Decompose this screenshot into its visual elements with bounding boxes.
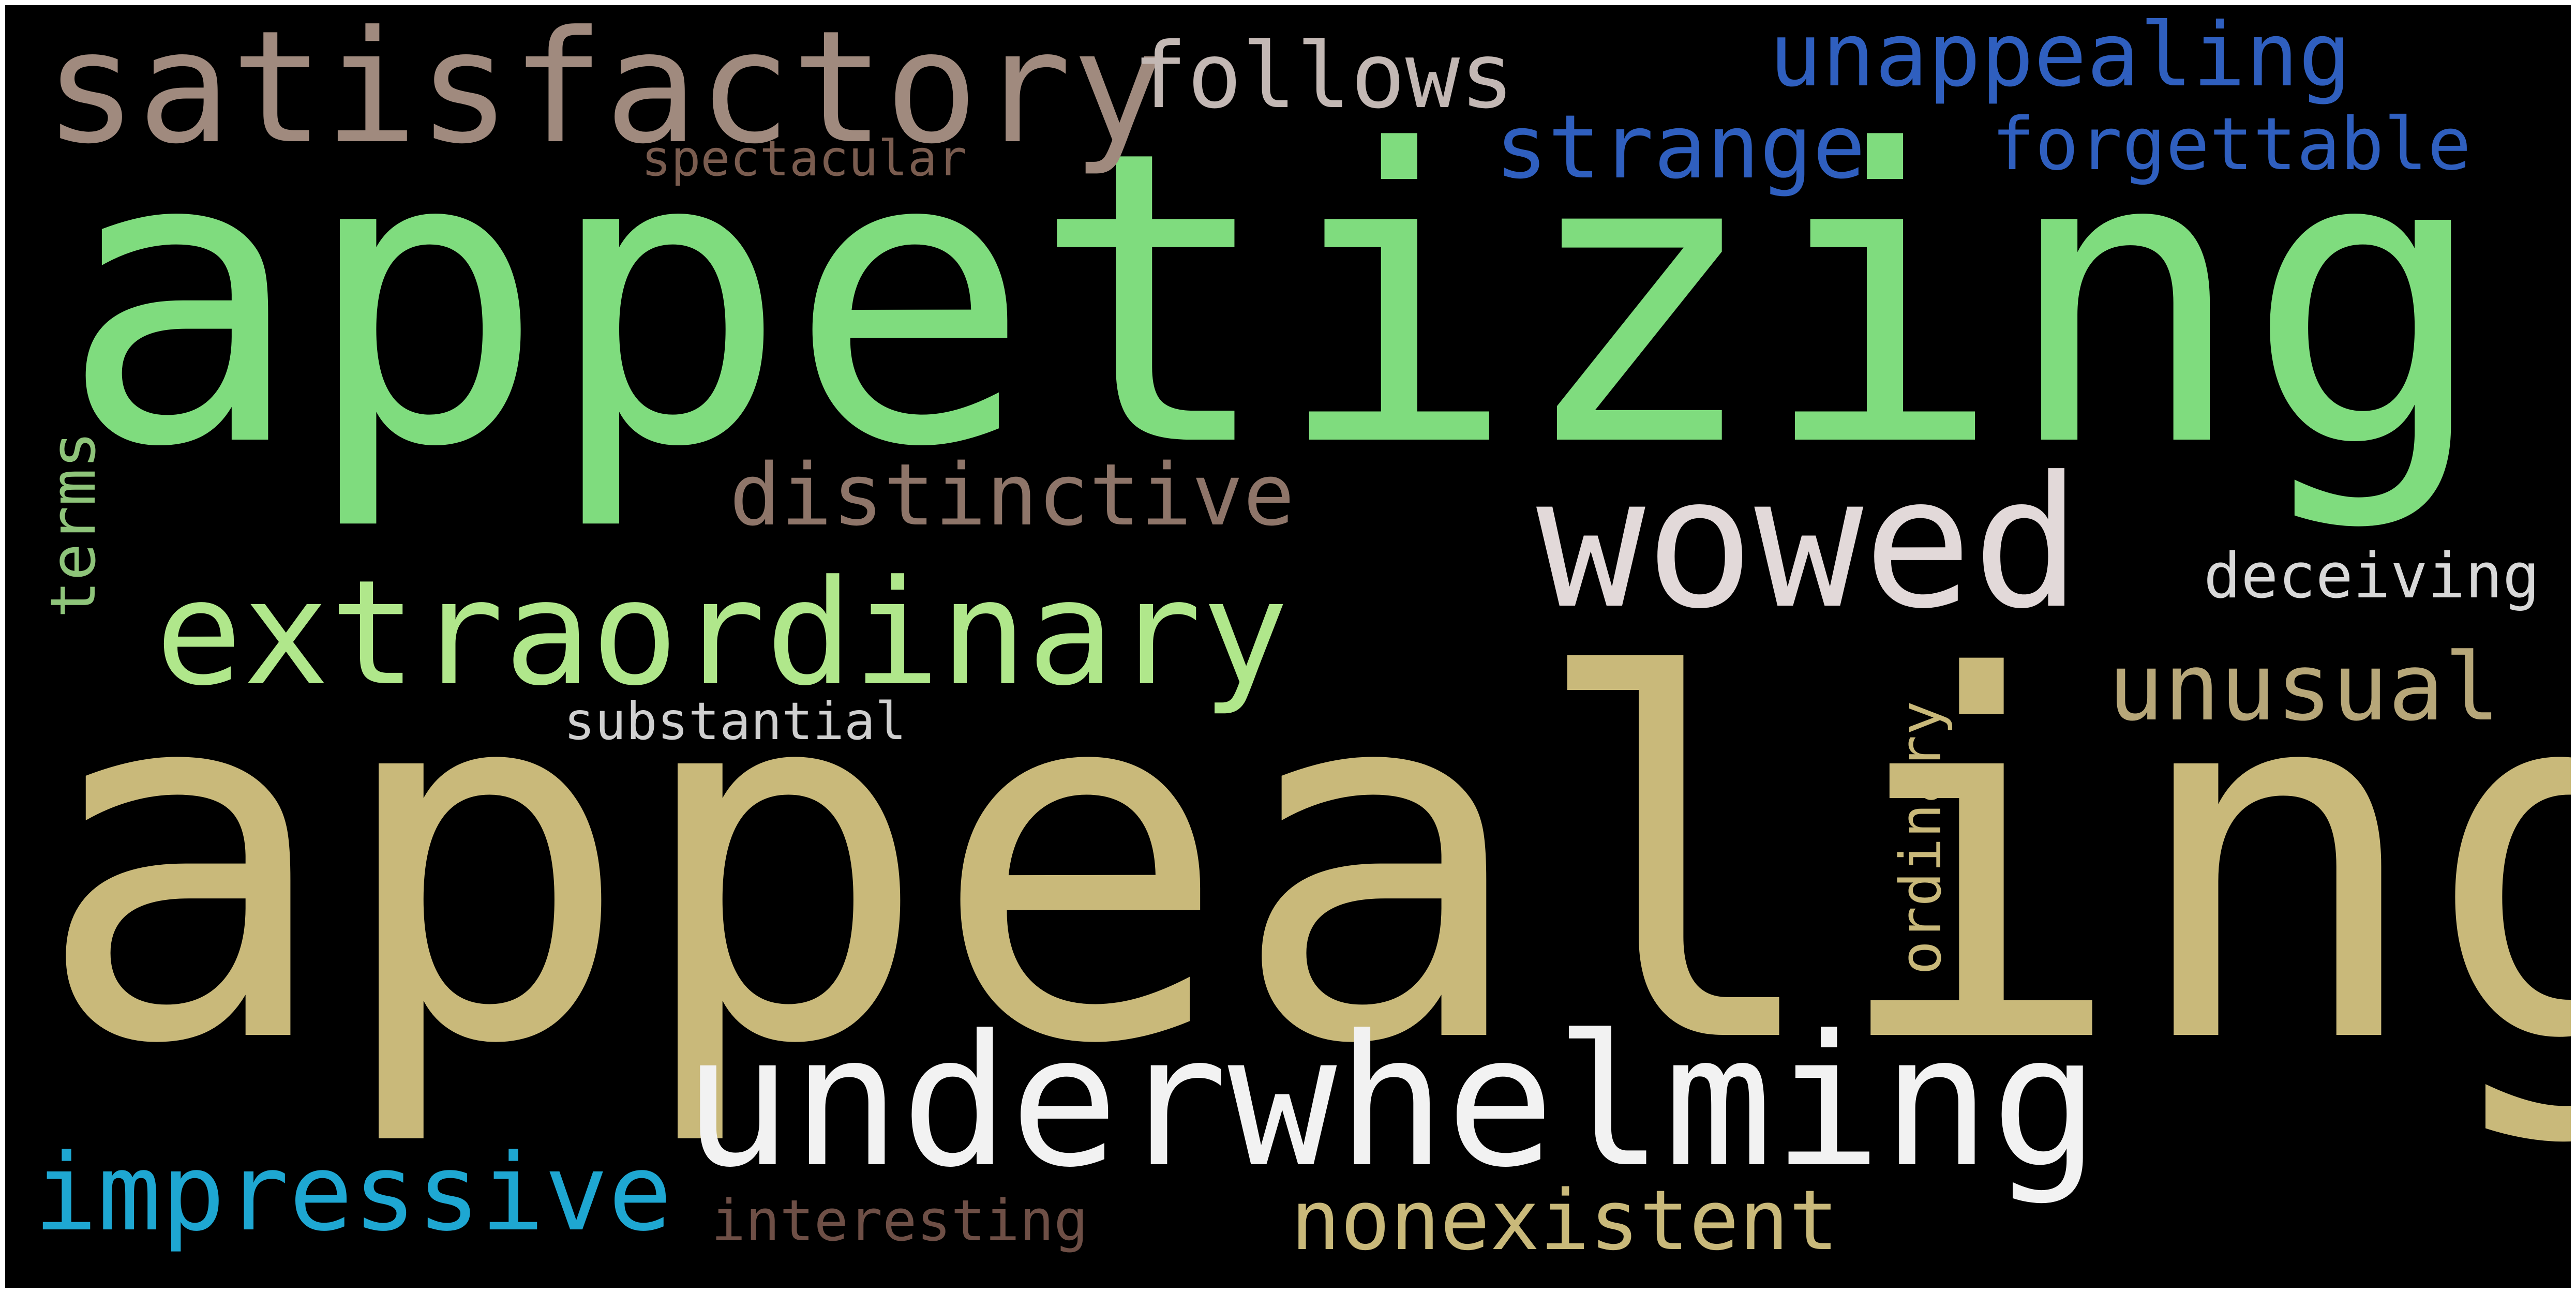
word-satisfactory: satisfactory [44, 5, 1165, 178]
word-nonexistent: nonexistent [1291, 1172, 1839, 1269]
word-unappealing: unappealing [1769, 5, 2352, 107]
word-appealing: appealing [34, 575, 2571, 1152]
word-ordinary: ordinary [1888, 701, 1954, 975]
word-distinctive: distinctive [729, 445, 1295, 545]
word-spectacular: spectacular [641, 130, 967, 187]
word-interesting: interesting [711, 1187, 1088, 1254]
word-follows: follows [1133, 24, 1515, 129]
word-substantial: substantial [564, 691, 907, 751]
word-underwhelming: underwhelming [683, 996, 2100, 1207]
word-strange: strange [1495, 96, 1866, 199]
word-deceiving: deceiving [2204, 540, 2540, 612]
word-unusual: unusual [2108, 634, 2500, 742]
word-extraordinary: extraordinary [155, 549, 1289, 718]
word-impressive: impressive [34, 1132, 672, 1255]
word-wowed: wowed [1536, 438, 2081, 649]
word-appetizing: appetizing [59, 65, 2489, 535]
word-forgettable: forgettable [1991, 102, 2472, 187]
word-terms: terms [38, 431, 110, 618]
word-cloud: appetizing appealing underwhelming satis… [5, 5, 2571, 1288]
